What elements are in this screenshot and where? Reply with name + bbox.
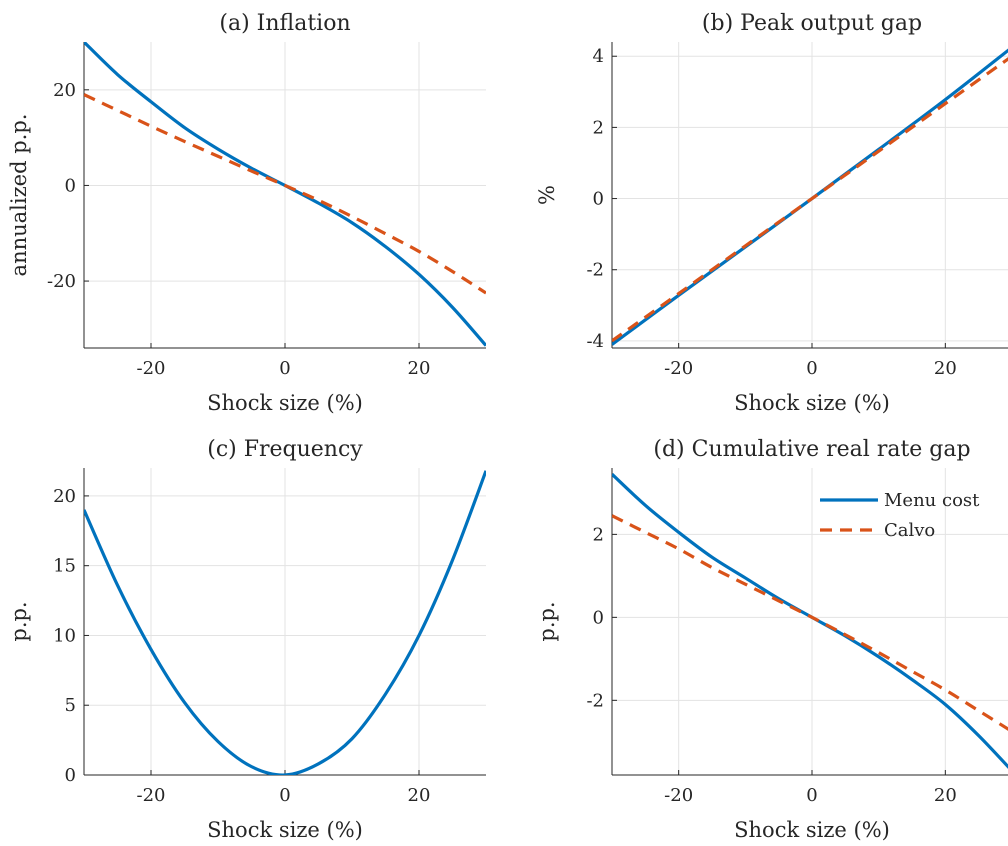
chart-title: (d) Cumulative real rate gap (653, 437, 970, 462)
panel-d: -20 0 20-202(d) Cumulative real rate gapSh… (535, 437, 1008, 842)
series-line-calvo (612, 57, 1008, 343)
series-line-menu-cost (84, 470, 486, 775)
y-axis-label: annualized p.p. (7, 114, 31, 277)
legend: Menu cost Calvo (820, 490, 980, 541)
x-tick-label: 0 (806, 785, 817, 806)
y-tick-label: 4 (593, 46, 604, 67)
x-axis-label: Shock size (%) (734, 391, 890, 415)
legend-label: Calvo (884, 520, 935, 541)
y-tick-label: 5 (65, 695, 76, 716)
y-tick-label: 0 (65, 765, 76, 786)
x-tick-label: -20 (664, 358, 693, 379)
panel-a: -20 0 20 -20 0 20 (a) Inflation Shock size (%) a… (7, 11, 486, 415)
panel-c: -20 0 20 0 5 10 15 20 (c) Frequency Shock size (%… (7, 437, 486, 842)
x-tick-label: 20 (408, 785, 431, 806)
y-tick-label: 0 (593, 189, 604, 210)
y-tick-label: -2 (586, 690, 604, 711)
x-tick-label: 0 (279, 785, 290, 806)
y-tick-label: 2 (593, 117, 604, 138)
series-line-calvo (612, 514, 1008, 731)
y-tick-label: 2 (593, 524, 604, 545)
chart-title: (c) Frequency (207, 437, 363, 462)
x-tick-label: 20 (934, 785, 957, 806)
y-tick-label: 20 (53, 486, 76, 507)
series-line-menu-cost (612, 48, 1008, 346)
y-tick-label: 20 (53, 80, 76, 101)
x-tick-label: -20 (137, 358, 166, 379)
y-tick-label: 10 (53, 625, 76, 646)
x-tick-label: 0 (279, 358, 290, 379)
x-tick-label: 0 (806, 358, 817, 379)
x-tick-label: -20 (137, 785, 166, 806)
plot-area (84, 470, 486, 775)
series-line-menu-cost (612, 473, 1008, 769)
x-axis-label: Shock size (%) (734, 818, 890, 842)
chart-title: (a) Inflation (219, 11, 350, 36)
y-tick-label: 0 (593, 607, 604, 628)
y-tick-label: 0 (65, 175, 76, 196)
x-tick-label: 20 (408, 358, 431, 379)
plot-area (612, 48, 1008, 346)
plot-area (84, 42, 486, 347)
x-tick-label: -20 (664, 785, 693, 806)
x-axis-label: Shock size (%) (207, 818, 363, 842)
y-axis-label: % (535, 185, 559, 205)
chart-title: (b) Peak output gap (702, 11, 922, 36)
y-tick-label: 15 (53, 556, 76, 577)
y-axis-label: p.p. (7, 601, 31, 641)
x-tick-label: 20 (934, 358, 957, 379)
y-axis-label: p.p. (535, 601, 559, 641)
plot-area (612, 473, 1008, 769)
x-axis-label: Shock size (%) (207, 391, 363, 415)
legend-label: Menu cost (884, 490, 980, 511)
y-tick-label: -2 (586, 260, 604, 281)
y-tick-label: -4 (586, 331, 604, 352)
series-line-calvo (84, 93, 486, 295)
y-tick-label: -20 (47, 271, 76, 292)
